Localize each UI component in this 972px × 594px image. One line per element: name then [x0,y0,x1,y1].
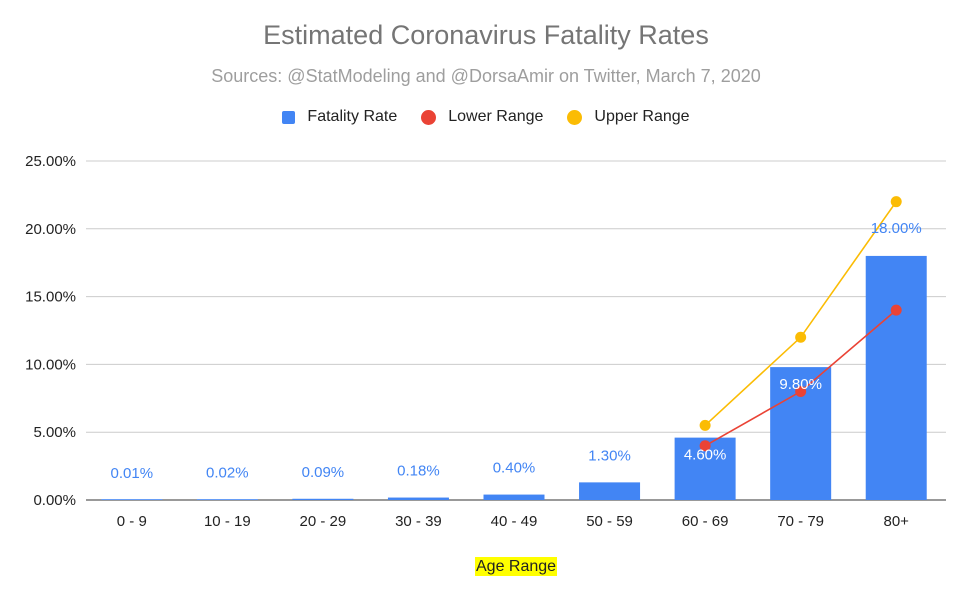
legend-label-upper-range: Upper Range [594,108,690,125]
x-tick-label: 80+ [883,513,909,530]
legend-item-lower-range[interactable]: Lower Range [421,108,543,126]
bar-data-label: 0.40% [493,460,536,477]
bar-data-label: 0.18% [397,463,440,480]
legend-swatch-lower-range [421,109,437,125]
lower-range-point[interactable] [795,386,807,398]
bar[interactable] [101,499,163,500]
bar[interactable] [196,499,258,500]
x-tick-label: 40 - 49 [491,513,538,530]
legend-item-fatality-rate[interactable]: Fatality Rate [282,108,397,126]
lower-range-point[interactable] [890,304,902,316]
bar-data-label: 0.02% [206,465,249,482]
bar[interactable] [292,498,354,500]
legend-swatch-upper-range [567,109,583,125]
bar-data-label: 4.60% [684,447,727,464]
bar-data-label: 18.00% [871,220,922,237]
bar[interactable] [387,497,449,500]
y-tick-label: 20.00% [25,221,76,238]
x-tick-label: 30 - 39 [395,513,442,530]
bar-data-label: 0.09% [302,464,345,481]
y-tick-label: 0.00% [33,492,76,509]
legend-label-fatality-rate: Fatality Rate [307,108,398,125]
lower-range-point[interactable] [699,440,711,452]
legend-item-upper-range[interactable]: Upper Range [567,108,690,126]
y-tick-label: 15.00% [25,289,76,306]
legend-label-lower-range: Lower Range [448,108,544,125]
x-tick-label: 10 - 19 [204,513,251,530]
y-tick-label: 10.00% [25,356,76,373]
x-axis-title: Age Range [475,557,558,576]
y-tick-label: 5.00% [33,424,76,441]
legend: Fatality Rate Lower Range Upper Range [0,108,972,126]
x-tick-label: 60 - 69 [682,513,729,530]
chart-title: Estimated Coronavirus Fatality Rates [263,20,709,50]
upper-range-point[interactable] [890,196,902,208]
x-tick-label: 20 - 29 [300,513,347,530]
x-tick-label: 50 - 59 [586,513,633,530]
bar-data-label: 1.30% [588,447,631,464]
bar-data-label: 0.01% [111,465,154,482]
bar[interactable] [579,482,641,500]
bar-data-label: 9.80% [779,376,822,393]
bar[interactable] [483,494,545,500]
upper-range-point[interactable] [699,419,711,431]
y-tick-label: 25.00% [25,153,76,170]
legend-swatch-fatality-rate [282,110,296,124]
chart-subtitle: Sources: @StatModeling and @DorsaAmir on… [211,66,761,86]
upper-range-point[interactable] [795,331,807,343]
bar[interactable] [865,255,927,500]
x-tick-label: 70 - 79 [777,513,824,530]
x-tick-label: 0 - 9 [117,513,147,530]
